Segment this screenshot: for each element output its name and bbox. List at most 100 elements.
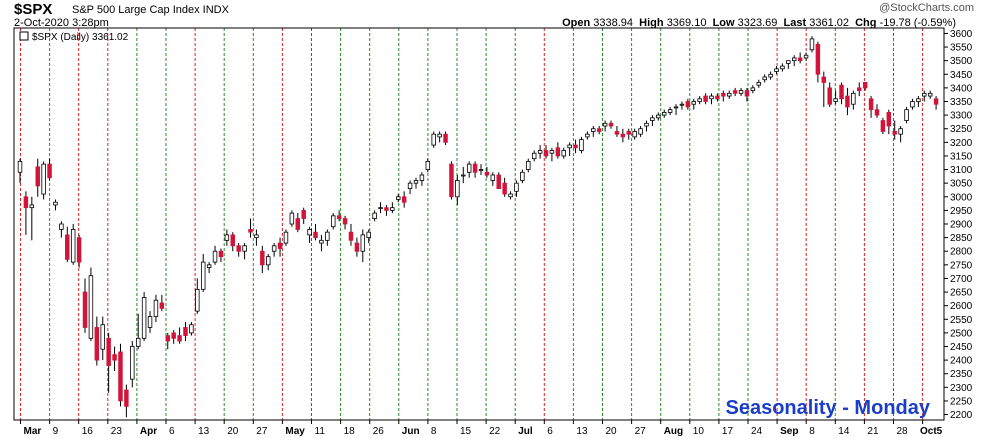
y-tick-label: 3050 [950, 179, 973, 190]
candle [679, 101, 685, 110]
candle [177, 327, 182, 344]
candle [325, 229, 330, 246]
x-tick-label: 22 [489, 426, 501, 437]
candle [496, 172, 501, 190]
candle [543, 145, 549, 159]
candle [437, 131, 442, 143]
y-axis: 2200 2250 2300 2350 2400 2450 2500 2550 2600 2650… [944, 29, 973, 421]
candle-body-down [543, 150, 549, 157]
candle-body-down [620, 133, 626, 138]
candle-body-up [679, 103, 685, 106]
candle [531, 150, 537, 162]
candle [390, 202, 395, 214]
candle [927, 90, 933, 99]
candle [183, 322, 188, 342]
candle-body-up [466, 163, 472, 173]
candle-body-up [531, 152, 537, 160]
candle [744, 87, 750, 102]
candle [236, 243, 241, 257]
candle [904, 106, 909, 124]
candle-body-down [171, 332, 176, 339]
candle [768, 71, 773, 80]
x-tick-label: 18 [344, 426, 356, 437]
candle [130, 341, 135, 388]
y-tick-label: 3000 [950, 192, 973, 203]
low-value: 3323.69 [737, 17, 778, 29]
x-tick-label: Aug [664, 426, 683, 437]
candle-body-up [254, 234, 259, 239]
x-tick-label: 27 [256, 426, 268, 437]
candle-body-down [933, 98, 939, 105]
candle [549, 147, 555, 162]
candle-body-down [301, 209, 306, 219]
candle [455, 175, 460, 205]
candle [35, 158, 40, 197]
candle [41, 161, 46, 200]
candle [265, 253, 271, 271]
y-tick-label: 2850 [950, 233, 973, 244]
candle [212, 245, 218, 265]
y-tick-label: 3100 [950, 165, 973, 176]
candle-body-down [124, 389, 129, 407]
candle [366, 229, 371, 244]
candle-body-up [135, 337, 141, 347]
candle [301, 207, 306, 224]
candle-body-up [851, 92, 856, 105]
candle [892, 120, 897, 140]
brand-watermark[interactable]: @StockCharts.com [879, 2, 974, 14]
candle [667, 106, 673, 116]
x-tick-label: Mar [24, 426, 42, 437]
low-label: Low [712, 17, 735, 29]
candle-body-down [248, 229, 253, 233]
candle-body-down [732, 90, 738, 94]
candle-body-up [762, 76, 767, 81]
candle [224, 229, 230, 246]
candle-body-up [372, 212, 377, 219]
candle [419, 172, 425, 186]
candle [774, 66, 779, 75]
open-label: Open [562, 17, 591, 29]
candle-body-up [490, 174, 496, 181]
candle [159, 294, 165, 312]
candle [786, 60, 791, 69]
y-tick-label: 2300 [950, 383, 973, 394]
seasonality-lines [20, 28, 924, 420]
candle-body-down [82, 291, 88, 328]
candle-body-down [342, 218, 348, 225]
candle [585, 131, 590, 140]
candle-body-up [632, 131, 637, 138]
candle [857, 82, 862, 97]
candle-body-up [602, 122, 608, 127]
x-tick-label: 8 [809, 426, 815, 437]
y-tick-label: 2400 [950, 356, 973, 367]
candle [898, 126, 903, 143]
candle-body-up [768, 73, 773, 78]
chg-value: -19.78 (-0.59%) [879, 17, 956, 29]
candle-body-down [118, 351, 123, 402]
candle-body-up [833, 98, 838, 102]
candle-body-up [910, 101, 915, 108]
candle-body-up [786, 60, 791, 64]
candle [922, 90, 927, 102]
x-tick-label: Jul [518, 426, 533, 437]
candle-body-down [608, 122, 614, 127]
candle [632, 128, 637, 140]
candle-body-down [614, 131, 620, 135]
candle [750, 85, 756, 94]
y-tick-label: 3250 [950, 124, 973, 135]
x-tick-label: 6 [169, 426, 175, 437]
candle-body-up [289, 212, 295, 225]
candle-body-up [319, 239, 324, 244]
candle [466, 161, 472, 178]
candle [106, 332, 111, 393]
candle-body-down [484, 171, 490, 176]
candle [165, 332, 170, 350]
candle-body-up [667, 109, 673, 113]
candle [715, 93, 720, 102]
y-tick-label: 2950 [950, 206, 973, 217]
x-tick-label: 9 [53, 426, 59, 437]
candle-body-down [496, 174, 501, 190]
candle [726, 90, 732, 99]
candle [449, 161, 454, 200]
